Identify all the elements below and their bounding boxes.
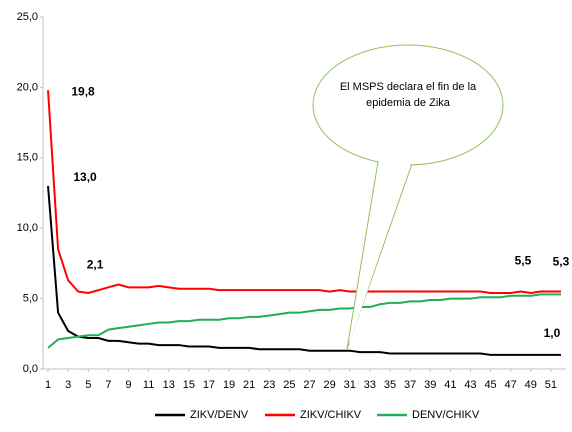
y-tick-label: 5,0 <box>23 293 38 305</box>
plot: 0,05,010,015,020,025,01 3 5 7 9 11 13 15 17 19 21 2… <box>17 11 570 391</box>
value-label: 1,0 <box>544 326 561 340</box>
x-tick-label: 1 <box>45 379 51 391</box>
x-tick-label: 3 <box>65 379 71 391</box>
callout: El MSPS declara el fin de la epidemia de… <box>312 44 504 350</box>
x-tick-label: 47 <box>505 379 517 391</box>
annotation-text: El MSPS declara el fin de la <box>340 81 477 93</box>
value-label: 5,5 <box>515 254 532 268</box>
x-tick-label: 37 <box>404 379 416 391</box>
x-tick-label: 7 <box>105 379 111 391</box>
legend: ZIKV/DENV ZIKV/CHIKV DENV/CHIKV <box>155 409 480 421</box>
x-tick-label: 11 <box>143 379 154 391</box>
series-line <box>47 90 561 294</box>
x-tick-label: 35 <box>384 379 396 391</box>
legend-label: DENV/CHIKV <box>412 409 480 421</box>
x-tick-label: 23 <box>263 379 275 391</box>
x-tick-label: 27 <box>303 379 315 391</box>
y-tick-label: 15,0 <box>17 152 38 164</box>
y-tick-label: 25,0 <box>17 11 38 23</box>
y-tick-label: 10,0 <box>17 222 38 234</box>
x-tick-label: 39 <box>424 379 436 391</box>
x-tick-label: 19 <box>223 379 235 391</box>
x-tick-label: 41 <box>444 379 456 391</box>
x-tick-label: 43 <box>464 379 476 391</box>
legend-label: ZIKV/CHIKV <box>300 409 362 421</box>
y-tick-label: 0,0 <box>23 363 38 375</box>
legend-label: ZIKV/DENV <box>190 409 249 421</box>
x-tick-label: 9 <box>125 379 131 391</box>
x-tick-label: 5 <box>85 379 91 391</box>
callout-joint <box>349 160 411 345</box>
x-tick-label: 31 <box>344 379 356 391</box>
value-label: 5,3 <box>553 255 570 269</box>
x-tick-label: 49 <box>525 379 537 391</box>
value-label: 19,8 <box>71 84 95 98</box>
series-line <box>47 185 561 356</box>
x-tick-label: 13 <box>163 379 175 391</box>
x-tick-label: 45 <box>484 379 496 391</box>
y-tick-label: 20,0 <box>17 81 38 93</box>
x-tick-label: 15 <box>183 379 195 391</box>
x-tick-label: 25 <box>283 379 295 391</box>
x-tick-label: 29 <box>324 379 336 391</box>
x-tick-label: 17 <box>203 379 215 391</box>
x-tick-label: 51 <box>545 379 557 391</box>
value-label: 2,1 <box>87 258 104 272</box>
x-tick-label: 21 <box>243 379 255 391</box>
x-tick-label: 33 <box>364 379 376 391</box>
series-line <box>47 293 561 349</box>
value-label: 13,0 <box>73 170 97 184</box>
annotation-text: epidemia de Zika <box>366 97 451 109</box>
